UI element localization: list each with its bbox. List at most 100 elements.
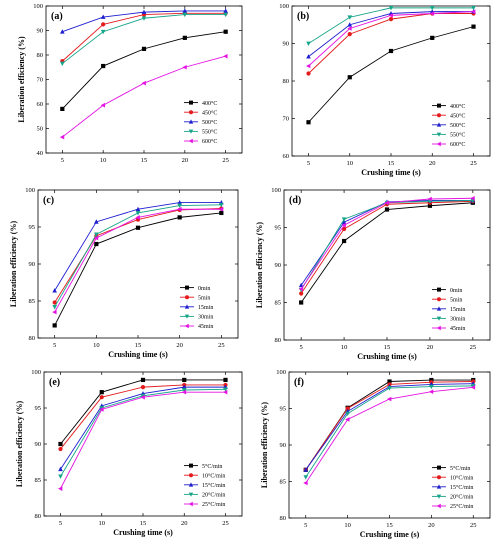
data-point: [99, 395, 104, 400]
data-point: [223, 377, 228, 383]
data-point: [94, 219, 99, 224]
x-tick-label: 25: [470, 160, 477, 167]
x-tick-label: 20: [181, 520, 188, 527]
y-tick-label: 95: [275, 225, 282, 232]
x-tick-label: 10: [347, 160, 354, 167]
legend-label: 5min: [198, 295, 210, 301]
legend: 5°C/min 10°C/min 15°C/min 20°C/min 25°C/min: [184, 463, 225, 508]
data-point: [57, 486, 63, 491]
x-tick-label: 5: [61, 157, 64, 164]
x-tick-label: 10: [93, 342, 100, 349]
data-point: [60, 106, 65, 111]
data-point: [470, 9, 476, 14]
legend-marker: [184, 304, 190, 309]
y-tick-label: 50: [37, 126, 44, 133]
legend-label: 550°C: [450, 132, 465, 139]
data-point: [182, 12, 188, 18]
legend: 0min 5min 15min 30min 45min: [432, 287, 465, 332]
data-point: [181, 384, 187, 390]
data-point: [100, 29, 106, 35]
series-line: [54, 208, 222, 313]
data-point: [52, 300, 57, 305]
data-point: [177, 206, 182, 212]
panel-label: (e): [49, 377, 60, 388]
series-line: [300, 200, 473, 290]
chart-panel: 5 10 15 20 25 80 85 90 95 100 (d) Crushing time (s)…: [255, 187, 491, 361]
chart-panel: 5 10 15 20 25 80 85 90 95 100 (f) Crushing time (s)…: [260, 369, 491, 539]
data-point: [347, 22, 353, 27]
y-tick-label: 85: [280, 479, 287, 486]
data-point: [470, 195, 475, 201]
data-point: [345, 411, 350, 417]
x-tick-label: 25: [218, 342, 225, 349]
data-point: [341, 238, 347, 244]
legend-marker: [436, 316, 442, 321]
data-point: [58, 446, 63, 452]
data-point: [306, 120, 311, 125]
legend-label: 600°C: [450, 141, 465, 148]
data-point: [219, 202, 224, 208]
data-point: [429, 377, 434, 383]
x-tick-label: 15: [384, 344, 391, 351]
y-tick-label: 100: [279, 3, 289, 10]
y-axis-title: Liberation efficiency (%): [17, 36, 26, 123]
data-point: [303, 480, 308, 486]
legend-label: 15min: [450, 307, 465, 313]
x-tick-label: 10: [99, 520, 106, 527]
legend: 400°C 450°C 500°C 550°C 600°C: [184, 100, 217, 145]
data-point: [182, 8, 188, 13]
data-point: [181, 388, 187, 393]
data-point: [427, 203, 433, 208]
x-tick-label: 5: [300, 344, 303, 351]
panel-label: (d): [289, 195, 301, 206]
x-tick-label: 15: [135, 342, 142, 349]
x-tick-label: 20: [427, 344, 434, 351]
x-tick-label: 20: [428, 522, 435, 529]
series-line: [60, 388, 226, 477]
data-point: [384, 200, 389, 206]
legend-label: 15°C/min: [450, 484, 473, 491]
data-point: [182, 35, 187, 40]
y-tick-label: 90: [283, 41, 290, 48]
x-tick-label: 15: [388, 160, 395, 167]
legend-marker: [184, 314, 190, 319]
data-point: [181, 389, 187, 395]
y-tick-label: 85: [275, 300, 282, 307]
data-point: [471, 5, 476, 11]
legend-label: 45min: [198, 324, 213, 330]
legend-label: 10°C/min: [450, 474, 473, 481]
data-point: [303, 467, 309, 472]
y-tick-label: 70: [37, 77, 44, 84]
data-point: [341, 226, 347, 232]
y-tick-label: 80: [37, 52, 44, 59]
legend-marker: [185, 295, 189, 300]
data-point: [177, 215, 182, 220]
y-tick-label: 85: [35, 477, 42, 484]
data-point: [347, 15, 353, 20]
x-tick-label: 5: [59, 520, 62, 527]
legend-marker: [189, 473, 193, 478]
x-tick-label: 25: [470, 522, 477, 529]
data-point: [223, 8, 228, 13]
data-point: [386, 396, 392, 402]
data-point: [223, 387, 228, 392]
x-tick-label: 10: [344, 522, 351, 529]
legend-label: 45min: [450, 326, 465, 332]
panel-label: (f): [294, 377, 304, 388]
legend-label: 15°C/min: [202, 482, 225, 489]
y-axis-title: Liberation efficiency (%): [9, 221, 18, 308]
data-point: [94, 232, 99, 237]
legend-label: 5°C/min: [202, 463, 222, 470]
data-point: [470, 385, 476, 390]
data-point: [58, 441, 63, 447]
chart-panel: 5 10 15 20 25 40 50 60 70 80 90 100 (a) Liberation ef…: [17, 3, 243, 164]
data-point: [428, 389, 434, 395]
legend-marker: [188, 482, 194, 487]
y-tick-label: 100: [276, 369, 286, 376]
legend-label: 10°C/min: [202, 472, 225, 479]
data-point: [298, 286, 304, 292]
legend-label: 400°C: [202, 100, 217, 107]
data-point: [223, 29, 228, 34]
x-tick-label: 20: [176, 342, 183, 349]
data-point: [182, 64, 187, 70]
